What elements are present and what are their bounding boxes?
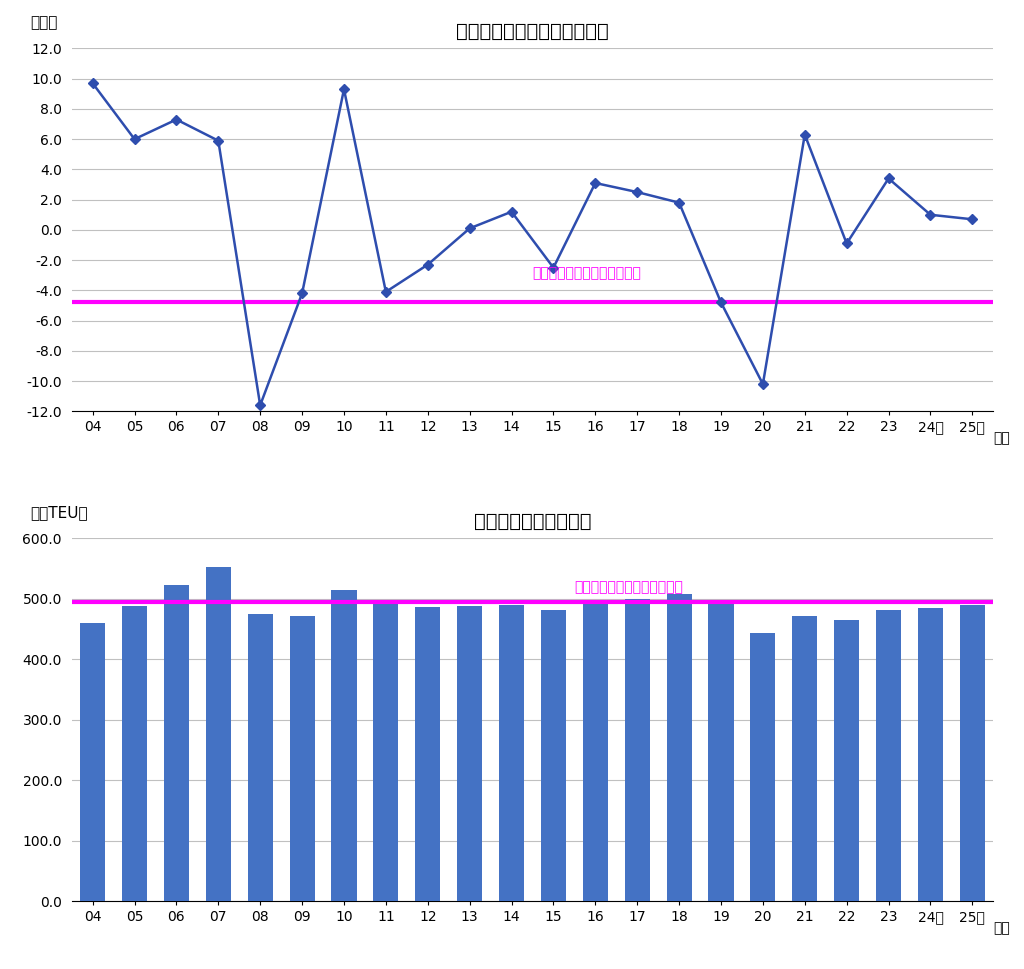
Text: コロナ前（９１年度）の水準: コロナ前（９１年度）の水準 <box>532 266 641 280</box>
Title: 外貳コンテナ　対前年伸び率: 外貳コンテナ 対前年伸び率 <box>456 22 609 42</box>
Bar <box>876 610 901 901</box>
Bar <box>959 605 985 901</box>
Bar <box>625 600 650 901</box>
Text: コロナ前（１９年度）の水準: コロナ前（１９年度）の水準 <box>574 580 683 595</box>
Bar <box>374 603 398 901</box>
Bar <box>541 610 566 901</box>
Bar <box>248 614 272 901</box>
Bar <box>499 606 524 901</box>
Bar <box>415 607 440 901</box>
Bar <box>206 567 230 901</box>
Bar <box>332 590 356 901</box>
Text: （万TEU）: （万TEU） <box>31 505 88 520</box>
Title: 外貳コンテナ　貨物量: 外貳コンテナ 貨物量 <box>474 513 591 531</box>
Bar <box>709 602 733 901</box>
Text: 年度: 年度 <box>993 922 1010 935</box>
Text: （％）: （％） <box>31 16 57 30</box>
Bar <box>290 615 314 901</box>
Bar <box>164 585 189 901</box>
Bar <box>793 615 817 901</box>
Bar <box>918 608 943 901</box>
Text: 年度: 年度 <box>993 431 1010 446</box>
Bar <box>751 633 775 901</box>
Bar <box>457 606 482 901</box>
Bar <box>667 594 691 901</box>
Bar <box>122 606 147 901</box>
Bar <box>583 601 608 901</box>
Bar <box>80 623 105 901</box>
Bar <box>835 620 859 901</box>
